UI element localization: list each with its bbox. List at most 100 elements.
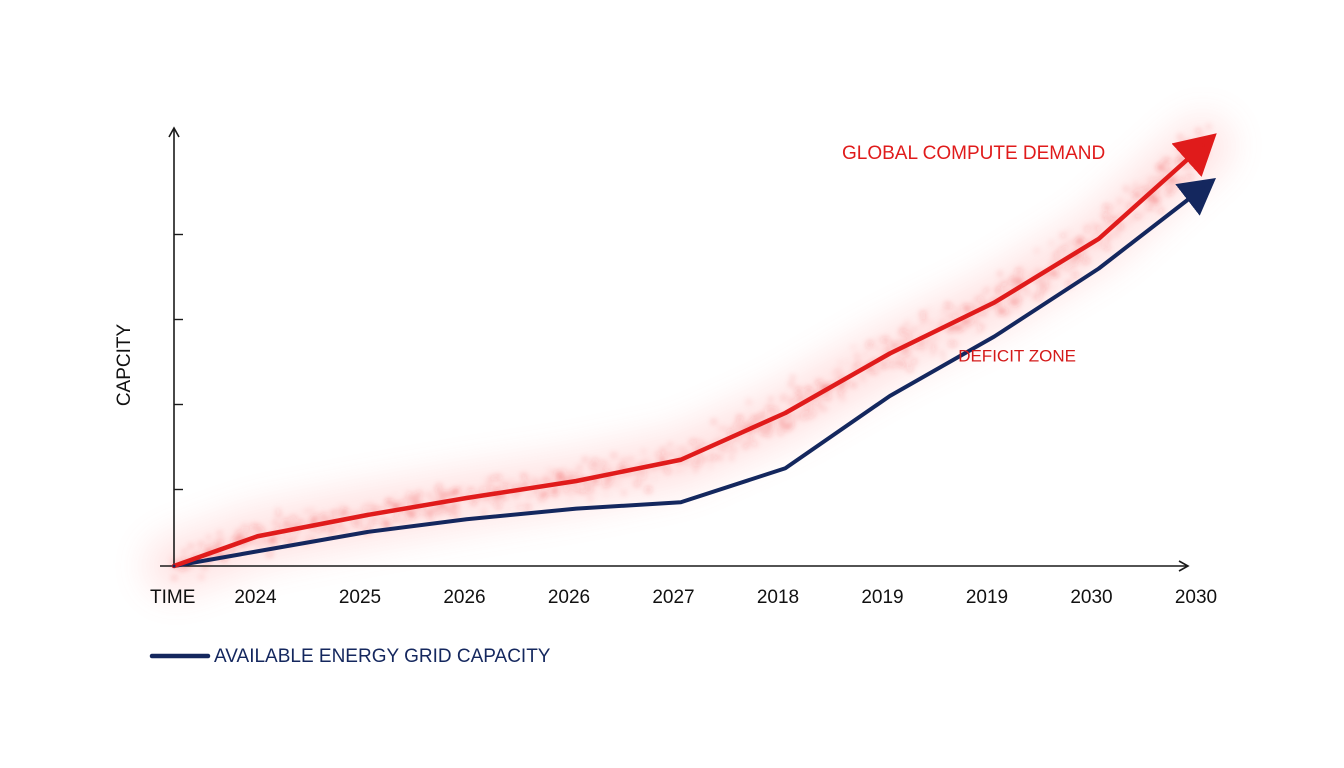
x-tick-label: 2019 [966, 587, 1008, 608]
spray-dot [702, 456, 707, 461]
spray-dot [1127, 203, 1131, 207]
spray-dot [956, 308, 961, 313]
spray-dot [766, 405, 772, 411]
spray-dot [719, 444, 725, 450]
spray-dot [977, 295, 985, 302]
spray-dot [954, 325, 961, 332]
spray-dot [232, 536, 236, 540]
spray-dot [696, 454, 702, 460]
spray-dot [310, 508, 315, 513]
spray-dot [840, 396, 846, 402]
spray-dot [1206, 124, 1211, 129]
x-axis-arrow-icon [1178, 560, 1190, 572]
spray-dot [1133, 186, 1138, 190]
spray-dot [929, 320, 934, 326]
demand-point [888, 352, 892, 355]
spray-dot [760, 430, 766, 436]
spray-dot [1176, 147, 1180, 151]
spray-dot [495, 495, 500, 500]
spray-dot [1199, 135, 1203, 139]
spray-dot [725, 428, 731, 434]
spray-dot [329, 525, 336, 531]
spray-dot [406, 491, 412, 497]
spray-dot [690, 462, 694, 466]
spray-dot [450, 502, 454, 506]
demand-point [574, 479, 578, 483]
spray-dot [431, 506, 437, 512]
spray-dot [550, 487, 557, 494]
spray-dot [217, 539, 223, 545]
spray-dot [1173, 180, 1178, 184]
spray-dot [889, 361, 897, 368]
spray-dot [570, 493, 573, 496]
spray-dot [299, 513, 302, 515]
spray-dot [438, 512, 443, 517]
spray-dot [611, 452, 617, 459]
spray-dot [990, 299, 993, 302]
spray-dot [593, 463, 597, 467]
spray-dot [533, 478, 537, 483]
spray-dot [1009, 309, 1013, 313]
spray-dot [242, 524, 246, 528]
spray-dot [790, 418, 794, 421]
spray-dot [932, 338, 935, 342]
spray-dot [965, 326, 968, 329]
spray-dot [1148, 184, 1153, 189]
spray-dot [935, 336, 938, 339]
axes [160, 126, 1190, 572]
spray-dot [235, 530, 238, 533]
spray-dot [1180, 141, 1184, 145]
spray-dot [602, 480, 609, 487]
spray-dot [343, 528, 349, 534]
spray-dot [322, 512, 325, 516]
spray-dot [243, 528, 249, 534]
spray-dot [510, 479, 514, 483]
spray-dot [784, 415, 786, 418]
spray-dot [642, 449, 646, 453]
spray-dot [850, 344, 856, 350]
spray-dot [529, 482, 532, 485]
spray-dot [729, 443, 731, 446]
spray-dot [901, 326, 904, 329]
spray-dot [885, 364, 888, 367]
spray-dot [189, 544, 193, 548]
spray-dot [443, 505, 450, 512]
spray-dot [275, 507, 281, 513]
spray-dot [598, 465, 601, 469]
x-tick-label: 2019 [861, 587, 903, 608]
spray-dot [1170, 187, 1176, 193]
spray-dot [881, 362, 885, 366]
spray-dot [691, 439, 697, 444]
spray-dot [730, 442, 733, 444]
spray-dot [818, 397, 821, 400]
spray-dot [522, 474, 528, 480]
spray-dot [814, 401, 819, 406]
spray-dot [965, 322, 968, 324]
spray-dot [648, 459, 651, 462]
spray-dot [1104, 220, 1107, 223]
spray-dot [488, 481, 491, 484]
spray-dot [969, 307, 973, 311]
spray-dot [289, 525, 292, 529]
spray-dot [434, 486, 442, 493]
spray-dot [532, 492, 535, 496]
spray-dot [1105, 226, 1108, 229]
spray-dot [1077, 236, 1084, 243]
grid-point [1201, 186, 1205, 190]
spray-dot [744, 438, 748, 442]
spray-dot [393, 494, 396, 497]
spray-dot [1155, 193, 1159, 197]
spray-dot [539, 493, 546, 500]
spray-dot [393, 516, 399, 522]
spray-dot [414, 497, 418, 501]
spray-dot [456, 504, 460, 507]
spray-dot [488, 497, 494, 502]
spray-dot [731, 448, 736, 453]
spray-dot [1058, 249, 1064, 255]
spray-dot [1167, 178, 1173, 184]
spray-dot [898, 362, 904, 368]
spray-dot [972, 306, 975, 309]
spray-dot [720, 451, 723, 454]
spray-dot [1108, 234, 1113, 238]
spray-dot [198, 574, 205, 580]
